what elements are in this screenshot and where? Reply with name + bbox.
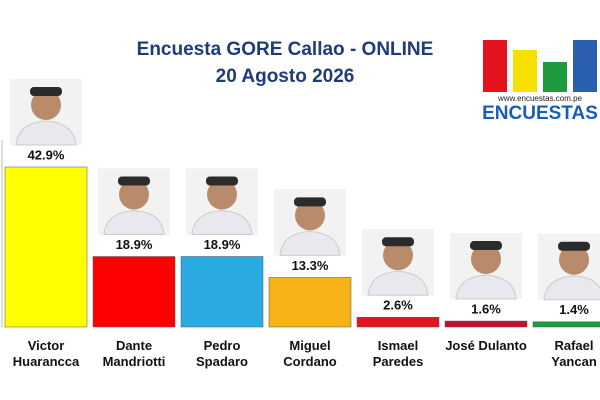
candidate-photo	[538, 233, 600, 301]
photo-part	[382, 237, 414, 247]
photo-part	[15, 120, 77, 146]
photo-part	[558, 241, 590, 251]
logo-bar	[513, 50, 537, 92]
candidate-photo	[450, 233, 522, 300]
x-tick-label: Pedro Spadaro	[195, 338, 248, 369]
chart-title: Encuesta GORE Callao - ONLINE	[137, 39, 434, 60]
logo-url: www.encuestas.com.pe	[497, 94, 583, 103]
bar	[268, 277, 352, 328]
photo-part	[31, 90, 61, 120]
x-tick-label: Ismael Paredes	[372, 338, 424, 369]
value-label: 13.3%	[292, 258, 329, 273]
chart-subtitle: 20 Agosto 2026	[216, 66, 355, 87]
candidate-photo	[98, 168, 170, 236]
photo-part	[118, 176, 150, 186]
value-label: 42.9%	[28, 147, 65, 162]
value-label: 18.9%	[204, 237, 241, 252]
logo-bar	[573, 40, 597, 92]
x-tick-label: Dante Mandriotti	[102, 338, 166, 369]
bar	[444, 320, 528, 328]
photo-part	[103, 210, 165, 236]
bar	[180, 256, 264, 328]
bar	[92, 256, 176, 328]
bar	[4, 166, 88, 328]
value-label: 2.6%	[383, 298, 413, 313]
photo-part	[470, 241, 502, 251]
photo-part	[207, 179, 237, 210]
photo-part	[471, 244, 501, 275]
photo-part	[543, 275, 600, 301]
x-tick-label: Miguel Cordano	[283, 338, 337, 369]
value-label: 1.6%	[471, 301, 501, 316]
photo-part	[119, 179, 149, 210]
x-tick-label: José Dulanto	[445, 338, 527, 353]
logo-bar	[483, 40, 507, 92]
photo-part	[206, 176, 238, 186]
photo-part	[30, 87, 62, 96]
photo-part	[367, 270, 429, 296]
x-tick-label: Rafael Yancan	[551, 338, 597, 369]
photo-part	[191, 210, 253, 236]
photo-part	[295, 200, 325, 231]
photo-part	[383, 240, 413, 271]
logo-name: ENCUESTAS	[482, 103, 598, 124]
candidate-photo	[274, 189, 346, 256]
photo-part	[279, 230, 341, 256]
value-label: 1.4%	[559, 302, 589, 317]
logo-bar	[543, 62, 567, 92]
candidate-photo	[186, 168, 258, 236]
candidate-photo	[10, 79, 82, 146]
value-label: 18.9%	[116, 237, 153, 252]
photo-part	[559, 244, 589, 275]
photo-part	[294, 197, 326, 207]
x-tick-label: Victor Huarancca	[12, 338, 80, 369]
candidate-photo	[362, 229, 434, 296]
logo: www.encuestas.com.pe ENCUESTAS	[482, 40, 598, 124]
photo-part	[455, 274, 517, 300]
bar	[356, 317, 440, 328]
bar	[532, 321, 600, 328]
